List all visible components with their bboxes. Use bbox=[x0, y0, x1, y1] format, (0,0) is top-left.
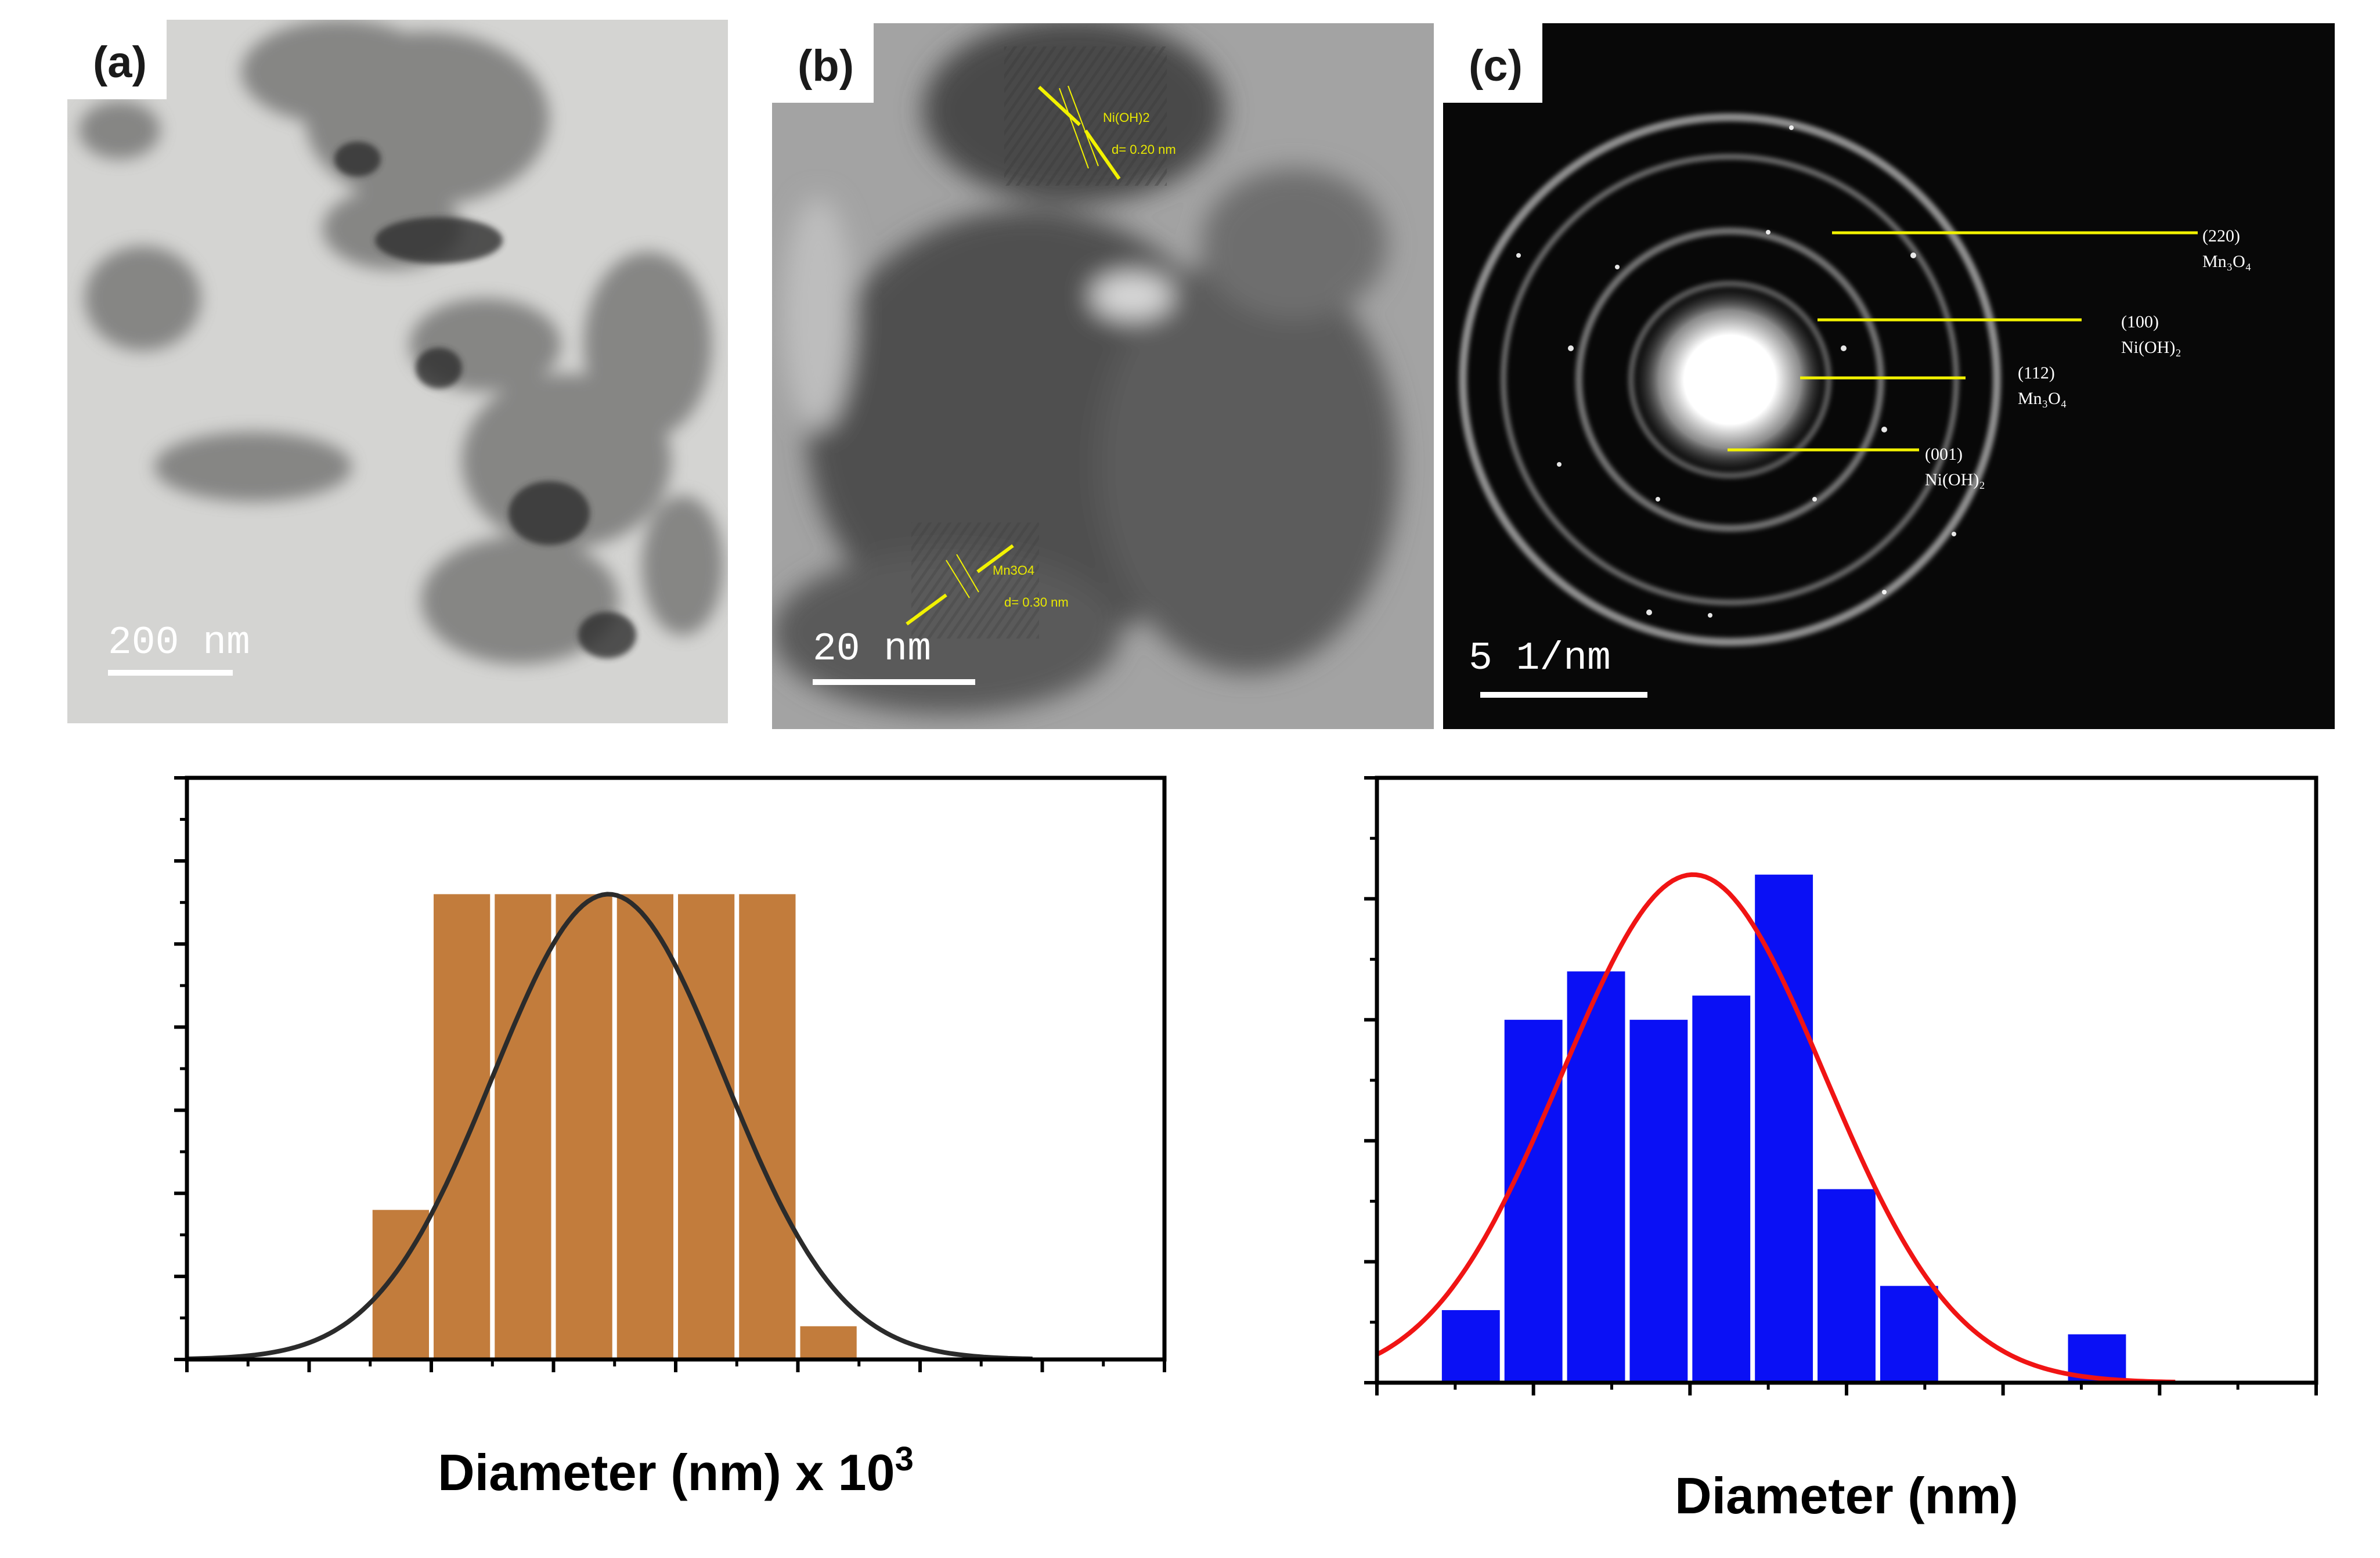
x-axis-label-text: Diameter (nm) x 10 bbox=[438, 1444, 895, 1501]
hrtem-micrograph-b: Ni(OH)2 d= 0.20 nm Mn3O4 d= 0.30 nm bbox=[772, 23, 1434, 729]
histogram-bar bbox=[800, 1326, 857, 1359]
histogram-bar bbox=[616, 894, 673, 1359]
panel-b-tag: (b) bbox=[772, 23, 874, 103]
gaussian-fit-curve bbox=[1376, 872, 2176, 1384]
lattice-marker-upper bbox=[1037, 85, 1121, 180]
histogram-bar bbox=[1629, 1019, 1688, 1383]
central-beam-spot bbox=[1628, 281, 1831, 478]
histogram-bar bbox=[1818, 1189, 1876, 1383]
scale-bar-b bbox=[813, 679, 975, 685]
histogram-chart-e: Diameter (nm) bbox=[1364, 776, 2318, 1524]
lattice-marker-lower bbox=[906, 544, 1014, 626]
histogram-bar bbox=[678, 894, 735, 1359]
ring-112-index: (112) bbox=[2018, 363, 2055, 383]
histogram-bar bbox=[1880, 1286, 1938, 1383]
x-axis-label-superscript: 3 bbox=[895, 1440, 914, 1478]
x-axis-label: Diameter (nm) bbox=[1675, 1467, 2018, 1524]
histogram-bar bbox=[739, 894, 796, 1359]
lattice-spacing-lower: d= 0.30 nm bbox=[1004, 595, 1069, 610]
lattice-fringes-bottom bbox=[911, 522, 1039, 639]
scale-bar-label-c: 5 1/nm bbox=[1469, 636, 1611, 681]
ring-label-lines bbox=[1728, 231, 2198, 452]
lattice-fringes-top bbox=[1004, 46, 1167, 186]
ring-220-phase: Mn₃O₄ bbox=[2202, 252, 2251, 271]
scale-bar-label-b: 20 nm bbox=[813, 627, 932, 672]
ring-001-phase: Ni(OH)₂ bbox=[1925, 470, 1985, 489]
scale-bar-label-a: 200 nm bbox=[108, 621, 250, 665]
plot-frame bbox=[185, 776, 1167, 1362]
histogram-bar bbox=[434, 894, 491, 1359]
panel-c-tag: (c) bbox=[1443, 23, 1542, 103]
tem-image-panel-a: (a) 200 nm bbox=[67, 20, 728, 723]
x-axis-label: Diameter (nm) x 103 bbox=[438, 1440, 914, 1501]
ring-112-phase: Mn₃O₄ bbox=[2018, 389, 2067, 408]
histogram-bar bbox=[1692, 996, 1751, 1383]
histogram-bar bbox=[1567, 971, 1625, 1383]
histogram-bar bbox=[1504, 1019, 1563, 1383]
histogram-bar bbox=[556, 894, 612, 1359]
ring-100-index: (100) bbox=[2121, 312, 2159, 331]
histogram-bar bbox=[495, 894, 551, 1359]
scale-bar-c bbox=[1480, 692, 1647, 698]
scale-bar-a bbox=[108, 670, 233, 676]
ring-100-phase: Ni(OH)₂ bbox=[2121, 338, 2181, 357]
hrtem-image-panel-b: Ni(OH)2 d= 0.20 nm Mn3O4 d= 0.30 nm (b) … bbox=[772, 23, 1434, 729]
gaussian-fit-curve bbox=[186, 892, 1033, 1361]
saed-pattern-panel-c: (220) Mn₃O₄ (100) Ni(OH)₂ (112) Mn₃O₄ (0… bbox=[1443, 23, 2335, 729]
panel-a-tag: (a) bbox=[67, 20, 167, 99]
lattice-phase-lower: Mn3O4 bbox=[993, 563, 1034, 578]
histogram-bar bbox=[1441, 1310, 1500, 1383]
lattice-phase-upper: Ni(OH)2 bbox=[1103, 110, 1150, 125]
histogram-bar bbox=[1755, 874, 1813, 1383]
x-axis-label-text: Diameter (nm) bbox=[1675, 1467, 2018, 1524]
histogram-chart-d: Diameter (nm) x 103 bbox=[174, 776, 1167, 1501]
lattice-spacing-upper: d= 0.20 nm bbox=[1112, 142, 1176, 157]
saed-diffraction-rings: (220) Mn₃O₄ (100) Ni(OH)₂ (112) Mn₃O₄ (0… bbox=[1459, 113, 2251, 646]
tem-micrograph-a bbox=[79, 20, 723, 664]
ring-220-index: (220) bbox=[2202, 226, 2240, 246]
ring-001-index: (001) bbox=[1925, 445, 1963, 464]
